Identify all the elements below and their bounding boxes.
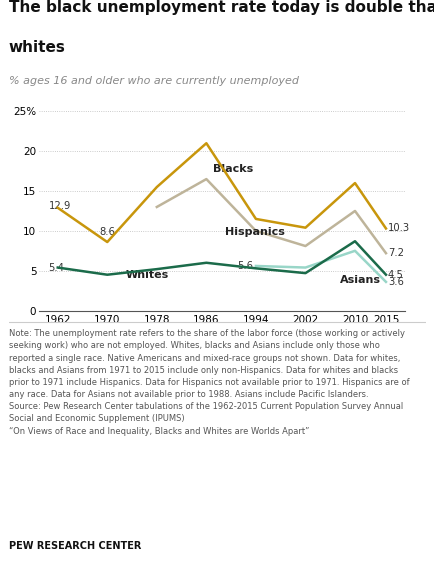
Text: Note: The unemployment rate refers to the share of the labor force (those workin: Note: The unemployment rate refers to th… bbox=[9, 329, 408, 435]
Text: % ages 16 and older who are currently unemployed: % ages 16 and older who are currently un… bbox=[9, 76, 298, 86]
Text: Whites: Whites bbox=[125, 270, 169, 280]
Text: 5.6: 5.6 bbox=[237, 261, 253, 271]
Text: Asians: Asians bbox=[339, 275, 380, 285]
Text: Hispanics: Hispanics bbox=[224, 227, 284, 237]
Text: 4.5: 4.5 bbox=[387, 270, 403, 280]
Text: 10.3: 10.3 bbox=[387, 223, 409, 233]
Text: 5.4: 5.4 bbox=[48, 263, 64, 272]
Text: 7.2: 7.2 bbox=[387, 248, 403, 258]
Text: 3.6: 3.6 bbox=[387, 277, 403, 287]
Text: Blacks: Blacks bbox=[212, 163, 252, 173]
Text: whites: whites bbox=[9, 40, 66, 55]
Text: 8.6: 8.6 bbox=[99, 227, 115, 237]
Text: 12.9: 12.9 bbox=[48, 201, 71, 211]
Text: PEW RESEARCH CENTER: PEW RESEARCH CENTER bbox=[9, 541, 141, 551]
Text: The black unemployment rate today is double that of: The black unemployment rate today is dou… bbox=[9, 0, 434, 15]
